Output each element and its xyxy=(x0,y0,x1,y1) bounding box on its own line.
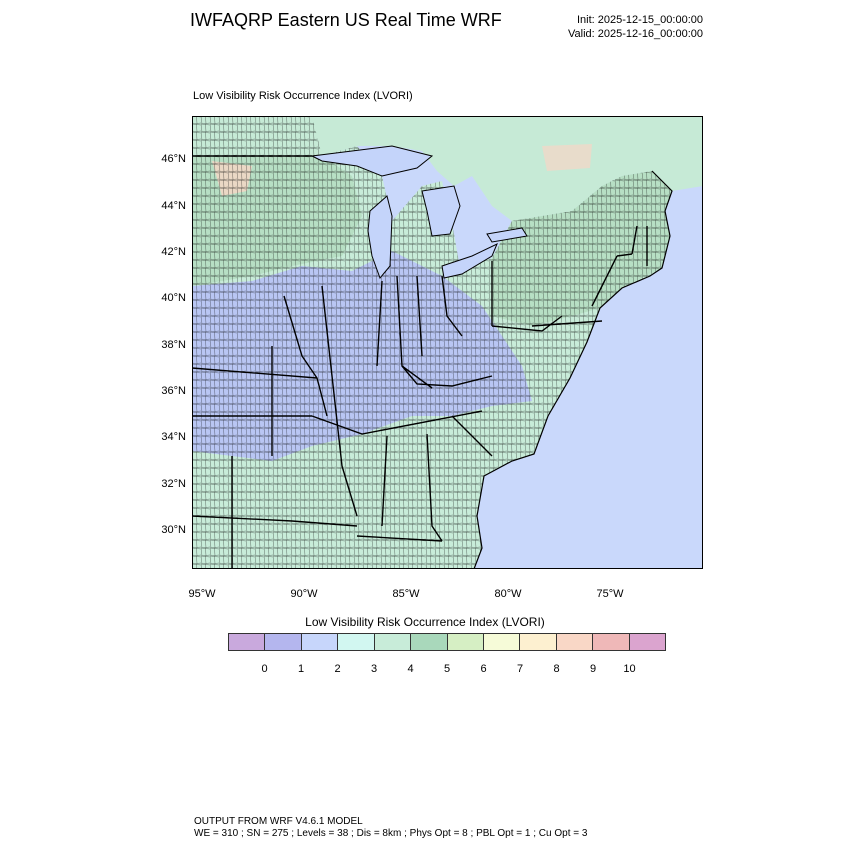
lat-label: 44°N xyxy=(161,200,186,212)
time-info: Init: 2025-12-15_00:00:00 Valid: 2025-12… xyxy=(540,13,703,41)
lat-label: 38°N xyxy=(161,339,186,351)
lat-label: 34°N xyxy=(161,431,186,443)
colorbar-tick-label: 9 xyxy=(589,663,597,675)
colorbar-swatch xyxy=(374,634,412,650)
lat-label: 46°N xyxy=(161,153,186,165)
colorbar-swatch xyxy=(593,634,630,650)
map-panel xyxy=(192,116,703,569)
colorbar-swatch xyxy=(520,634,557,650)
colorbar-tick-label: 10 xyxy=(623,663,636,675)
lake-huron xyxy=(421,185,461,237)
map-subtitle: Low Visibility Risk Occurrence Index (LV… xyxy=(193,90,413,102)
colorbar-swatch xyxy=(338,634,375,650)
colorbar-tick-label: 1 xyxy=(297,663,305,675)
lon-label: 90°W xyxy=(290,588,318,600)
lon-label: 95°W xyxy=(188,588,216,600)
lake-ontario xyxy=(486,227,528,243)
lat-label: 32°N xyxy=(161,478,186,490)
colorbar-swatch xyxy=(483,634,521,650)
colorbar-tick-label: 4 xyxy=(407,663,414,675)
lon-label: 75°W xyxy=(596,588,624,600)
lake-michigan xyxy=(367,195,393,279)
footer-config: WE = 310 ; SN = 275 ; Levels = 38 ; Dis … xyxy=(194,828,588,839)
coastline xyxy=(473,170,673,569)
lat-label: 30°N xyxy=(161,524,186,536)
colorbar xyxy=(228,633,666,651)
lake-superior xyxy=(310,145,434,177)
footer-model: OUTPUT FROM WRF V4.6.1 MODEL xyxy=(194,816,363,827)
colorbar-tick-label: 0 xyxy=(261,663,268,675)
colorbar-tick-label: 8 xyxy=(553,663,560,675)
colorbar-swatch xyxy=(301,634,339,650)
map-frame xyxy=(192,116,703,569)
lat-label: 40°N xyxy=(161,292,186,304)
colorbar-tick-label: 3 xyxy=(370,663,378,675)
colorbar-tick-label: 5 xyxy=(443,663,451,675)
lon-label: 80°W xyxy=(494,588,522,600)
lake-erie xyxy=(441,242,498,279)
valid-time: Valid: 2025-12-16_00:00:00 xyxy=(568,28,703,40)
colorbar-swatch xyxy=(265,634,302,650)
init-time: Init: 2025-12-15_00:00:00 xyxy=(577,14,703,26)
lon-label: 85°W xyxy=(392,588,420,600)
colorbar-swatch xyxy=(629,634,666,650)
colorbar-tick-label: 2 xyxy=(334,663,341,675)
colorbar-swatch xyxy=(556,634,594,650)
page-title: IWFAQRP Eastern US Real Time WRF xyxy=(190,10,502,30)
map-svg xyxy=(192,116,703,569)
lat-label: 42°N xyxy=(161,246,186,258)
colorbar-title: Low Visibility Risk Occurrence Index (LV… xyxy=(305,615,545,629)
footer: OUTPUT FROM WRF V4.6.1 MODEL WE = 310 ; … xyxy=(194,816,587,840)
lat-label: 36°N xyxy=(161,385,186,397)
colorbar-swatch xyxy=(229,634,266,650)
colorbar-tick-label: 7 xyxy=(516,663,524,675)
colorbar-tick-label: 6 xyxy=(480,663,487,675)
high-risk-patch xyxy=(542,144,592,171)
colorbar-swatch xyxy=(447,634,484,650)
colorbar-swatch xyxy=(411,634,448,650)
canada-region xyxy=(192,116,703,221)
state-boundaries xyxy=(192,155,648,569)
